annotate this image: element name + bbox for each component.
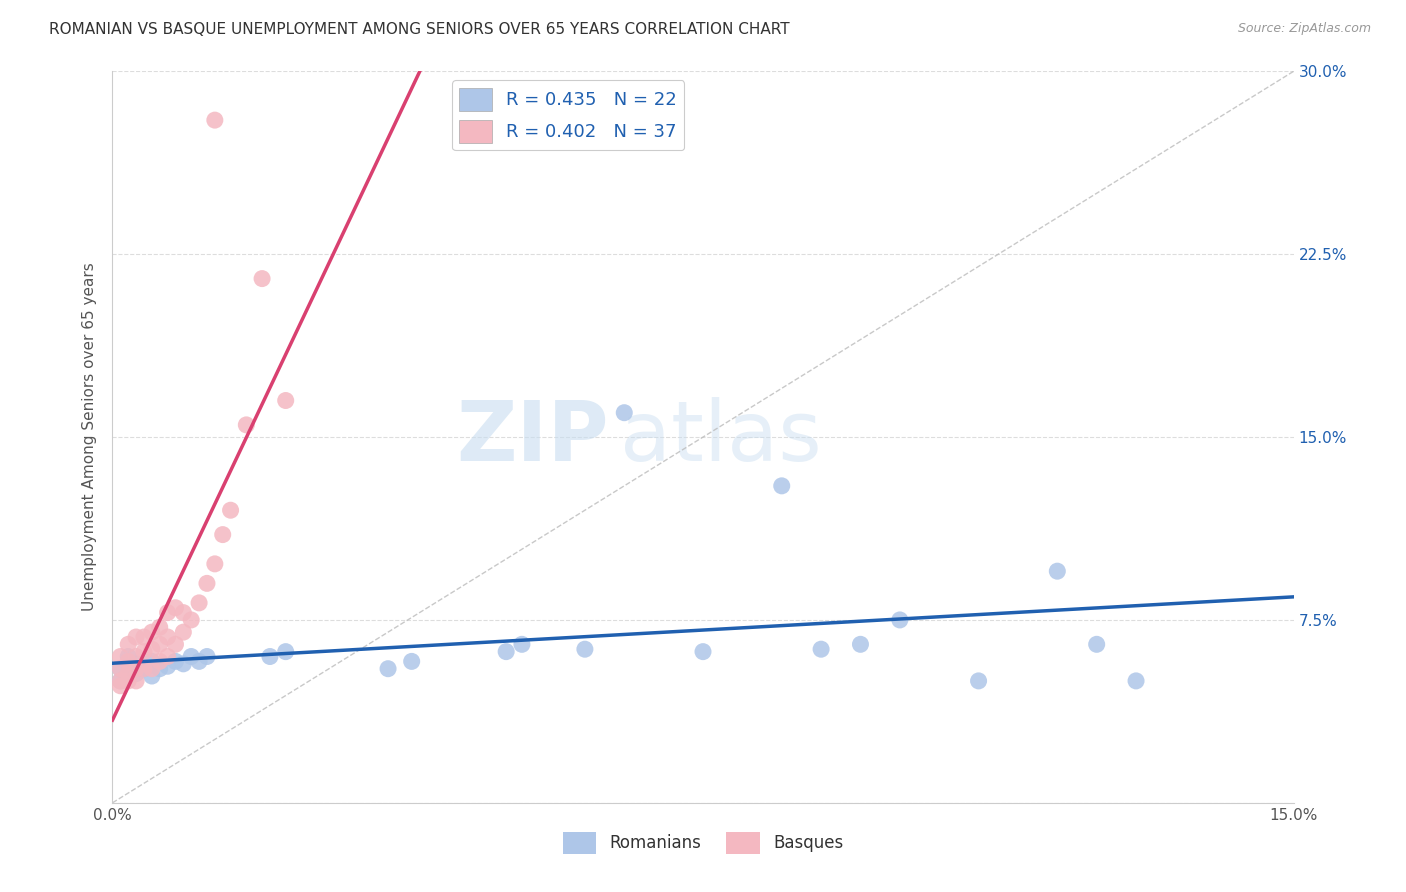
Point (172, 657, 194, 671)
Point (180, 613, 202, 627)
Point (195, 576, 218, 591)
Point (1125, 673, 1147, 688)
Point (401, 654, 423, 668)
Point (110, 662, 132, 676)
Point (156, 649, 179, 664)
Point (125, 673, 148, 688)
Point (141, 669, 163, 683)
Text: Source: ZipAtlas.com: Source: ZipAtlas.com (1237, 22, 1371, 36)
Point (849, 637, 872, 651)
Point (110, 662, 132, 676)
Point (149, 654, 172, 668)
Point (149, 662, 172, 676)
Point (235, 417, 257, 432)
Point (117, 637, 139, 651)
Point (810, 642, 832, 657)
Point (132, 630, 155, 644)
Point (770, 479, 793, 493)
Point (110, 649, 132, 664)
Point (110, 673, 132, 688)
Point (967, 673, 990, 688)
Point (259, 649, 281, 664)
Point (125, 649, 148, 664)
Point (204, 557, 226, 571)
Point (132, 645, 155, 659)
Point (495, 645, 517, 659)
Point (165, 654, 187, 668)
Point (156, 630, 179, 644)
Point (180, 649, 202, 664)
Point (172, 606, 194, 620)
Point (574, 642, 596, 657)
Text: ROMANIAN VS BASQUE UNEMPLOYMENT AMONG SENIORS OVER 65 YEARS CORRELATION CHART: ROMANIAN VS BASQUE UNEMPLOYMENT AMONG SE… (49, 22, 790, 37)
Point (156, 606, 179, 620)
Point (132, 662, 155, 676)
Point (219, 503, 242, 517)
Point (117, 669, 139, 683)
Point (141, 642, 163, 657)
Point (1085, 637, 1108, 651)
Point (141, 654, 163, 668)
Point (188, 654, 211, 668)
Point (165, 637, 187, 651)
Point (274, 393, 297, 408)
Point (1046, 564, 1069, 578)
Point (117, 673, 139, 688)
Point (889, 613, 911, 627)
Point (172, 625, 194, 640)
Point (204, 113, 226, 128)
Point (274, 645, 297, 659)
Point (117, 654, 139, 668)
Point (110, 679, 132, 693)
Point (125, 662, 148, 676)
Point (132, 662, 155, 676)
Text: atlas: atlas (620, 397, 823, 477)
Point (165, 600, 187, 615)
Point (613, 406, 636, 420)
Point (125, 657, 148, 671)
Point (117, 649, 139, 664)
Point (510, 637, 533, 651)
Point (125, 630, 148, 644)
Point (250, 271, 273, 285)
Point (692, 645, 714, 659)
Text: ZIP: ZIP (456, 397, 609, 477)
Point (377, 662, 399, 676)
Point (211, 527, 233, 541)
Point (125, 666, 148, 681)
Point (141, 662, 163, 676)
Point (110, 673, 132, 688)
Legend: Romanians, Basques: Romanians, Basques (557, 826, 849, 860)
Point (156, 659, 179, 673)
Y-axis label: Unemployment Among Seniors over 65 years: Unemployment Among Seniors over 65 years (82, 263, 97, 611)
Point (117, 666, 139, 681)
Point (141, 625, 163, 640)
Point (149, 637, 172, 651)
Point (195, 649, 218, 664)
Point (188, 596, 211, 610)
Point (149, 620, 172, 634)
